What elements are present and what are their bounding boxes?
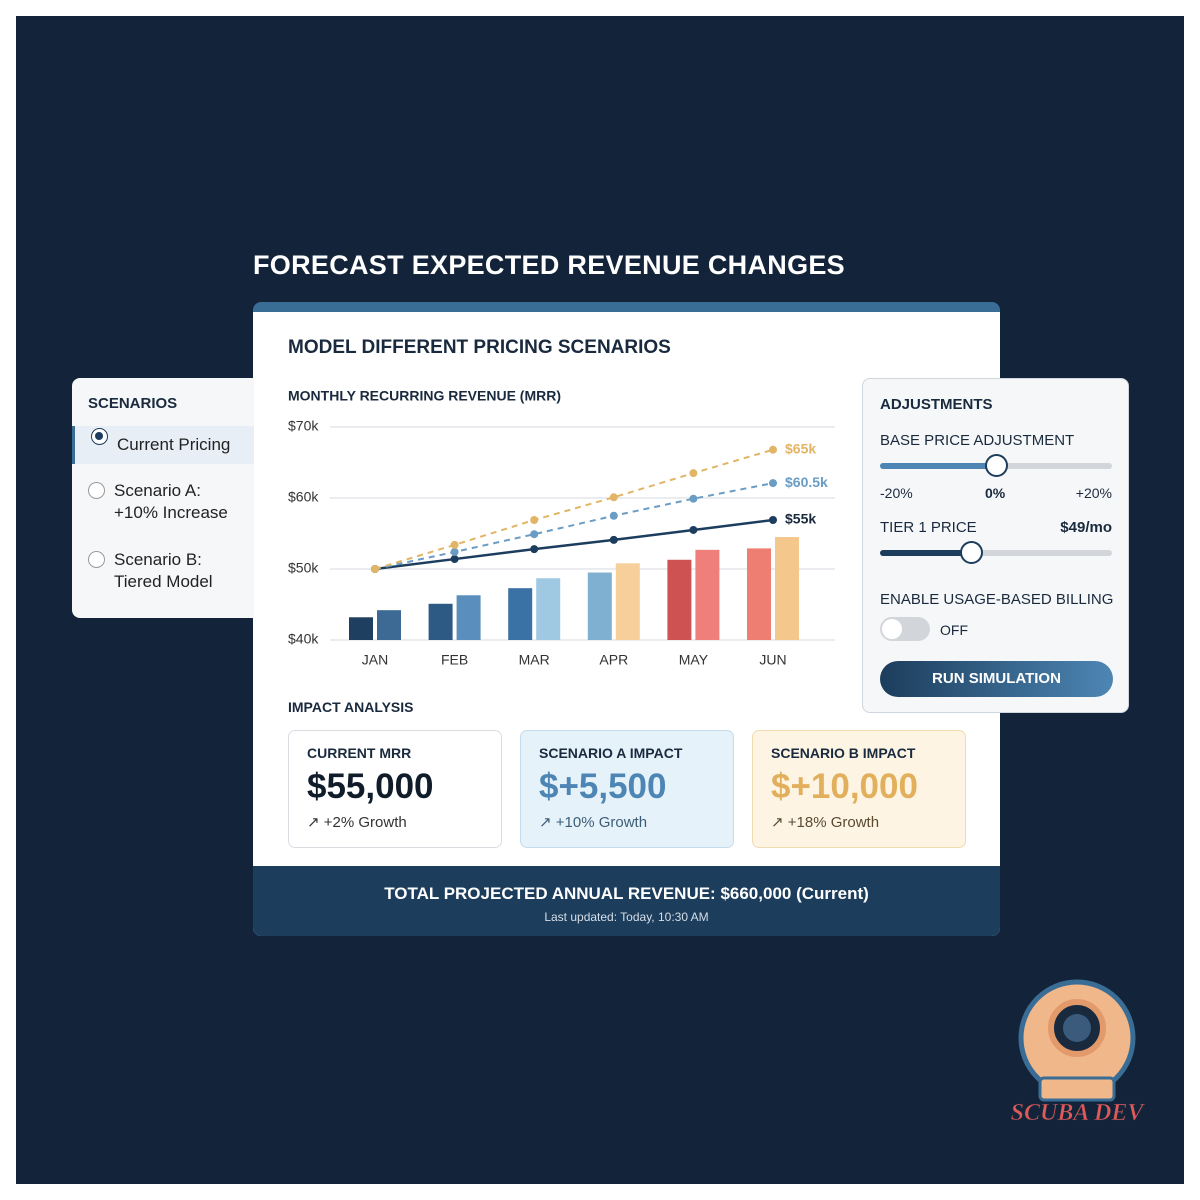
impact-card: CURRENT MRR $55,000 ↗ +2% Growth (288, 730, 502, 848)
impact-card: SCENARIO A IMPACT $+5,500 ↗ +10% Growth (520, 730, 734, 848)
x-tick-label: JUN (759, 652, 786, 668)
line-point (530, 516, 539, 525)
scenarios-panel: SCENARIOS Current Pricing Scenario A: +10… (72, 378, 254, 618)
line (374, 518, 774, 571)
scenario-option[interactable]: Current Pricing (72, 426, 254, 464)
impact-label: SCENARIO B IMPACT (771, 745, 916, 761)
line-point (769, 479, 777, 488)
impact-label: CURRENT MRR (307, 745, 412, 761)
impact-growth: ↗ +10% Growth (539, 814, 648, 831)
line-point (689, 525, 698, 534)
x-tick-label: APR (599, 652, 628, 668)
option-line: Tiered Model (114, 572, 213, 591)
billing-label: ENABLE USAGE-BASED BILLING (880, 591, 1114, 608)
bar (667, 559, 692, 640)
slider-mid: 0% (985, 485, 1006, 501)
end-label: $55k (785, 511, 816, 527)
tier-value: $49/mo (1060, 519, 1112, 536)
slider[interactable] (880, 541, 1112, 564)
x-tick-label: MAY (679, 652, 709, 668)
line-point (450, 540, 459, 549)
bar (615, 563, 640, 640)
line-point (689, 494, 698, 503)
bar (775, 537, 799, 640)
impact-growth: ↗ +18% Growth (771, 814, 880, 831)
option-line: +10% Increase (114, 503, 228, 522)
impact-value: $55,000 (307, 767, 434, 806)
y-tick-label: $40k (288, 631, 319, 647)
logo-collar (1038, 1076, 1116, 1102)
line-point (371, 565, 379, 573)
card-heading: MODEL DIFFERENT PRICING SCENARIOS (288, 337, 671, 358)
toggle-state: OFF (940, 622, 968, 638)
growth-text: +10% Growth (555, 814, 648, 831)
bar (695, 549, 720, 640)
option-line: Current Pricing (117, 435, 231, 454)
slider-max: +20% (1075, 485, 1112, 501)
scenarios-heading: SCENARIOS (88, 395, 178, 412)
chart: MONTHLY RECURRING REVENUE (MRR) $40k $50k… (288, 388, 835, 668)
y-tick-label: $60k (288, 489, 319, 505)
logo: SCUBA DEV (1010, 979, 1146, 1126)
bar (508, 588, 533, 640)
total-revenue: TOTAL PROJECTED ANNUAL REVENUE: $660,000… (384, 884, 869, 903)
line-point (769, 516, 777, 525)
line-point (530, 530, 539, 539)
line-point (609, 493, 618, 502)
line-point (689, 469, 698, 478)
impact-growth: ↗ +2% Growth (307, 814, 407, 831)
line-point (450, 547, 459, 556)
slider-label: BASE PRICE ADJUSTMENT (880, 432, 1075, 449)
slider-min: -20% (880, 485, 913, 501)
impact-label: SCENARIO A IMPACT (539, 745, 683, 761)
adjustments-panel: ADJUSTMENTS BASE PRICE ADJUSTMENT -20% 0… (862, 378, 1129, 713)
line (374, 482, 774, 570)
x-tick-label: JAN (362, 652, 388, 668)
logo-text: SCUBA DEV (1011, 1100, 1146, 1126)
tier-label: TIER 1 PRICE (880, 519, 977, 536)
line-point (769, 445, 777, 454)
last-updated: Last updated: Today, 10:30 AM (544, 910, 709, 924)
growth-text: +18% Growth (787, 814, 880, 831)
y-tick-label: $70k (288, 418, 319, 434)
bar (428, 603, 453, 640)
impact-heading: IMPACT ANALYSIS (288, 699, 414, 715)
line-point (609, 511, 618, 520)
chart-title: MONTHLY RECURRING REVENUE (MRR) (288, 388, 561, 404)
impact-value: $+10,000 (771, 767, 918, 806)
bar (747, 548, 771, 640)
scenario-option[interactable]: Scenario B: Tiered Model (72, 549, 254, 593)
x-tick-label: MAR (519, 652, 550, 668)
bar (536, 578, 561, 640)
bar (456, 595, 481, 640)
bar (349, 617, 373, 640)
option-line: Scenario B: (114, 550, 202, 569)
bar (587, 572, 612, 640)
impact-value: $+5,500 (539, 767, 667, 806)
y-tick-label: $50k (288, 560, 319, 576)
scenario-option[interactable]: Scenario A: +10% Increase (72, 480, 254, 524)
end-label: $65k (785, 440, 816, 456)
growth-text: +2% Growth (323, 814, 407, 831)
footer: TOTAL PROJECTED ANNUAL REVENUE: $660,000… (253, 866, 1000, 936)
line (374, 448, 774, 570)
adjustments-heading: ADJUSTMENTS (880, 396, 993, 413)
end-label: $60.5k (785, 474, 828, 490)
logo-glass (1063, 1014, 1091, 1042)
impact-card: SCENARIO B IMPACT $+10,000 ↗ +18% Growth (752, 730, 966, 848)
line-point (609, 535, 618, 544)
page-title: FORECAST EXPECTED REVENUE CHANGES (253, 250, 845, 280)
toggle[interactable] (880, 617, 930, 641)
x-tick-label: FEB (441, 652, 468, 668)
slider[interactable] (880, 454, 1112, 477)
option-line: Scenario A: (114, 481, 201, 500)
line-point (450, 555, 459, 564)
line-point (530, 545, 539, 554)
bar (377, 610, 401, 640)
run-button[interactable]: RUN SIMULATION (880, 661, 1113, 697)
